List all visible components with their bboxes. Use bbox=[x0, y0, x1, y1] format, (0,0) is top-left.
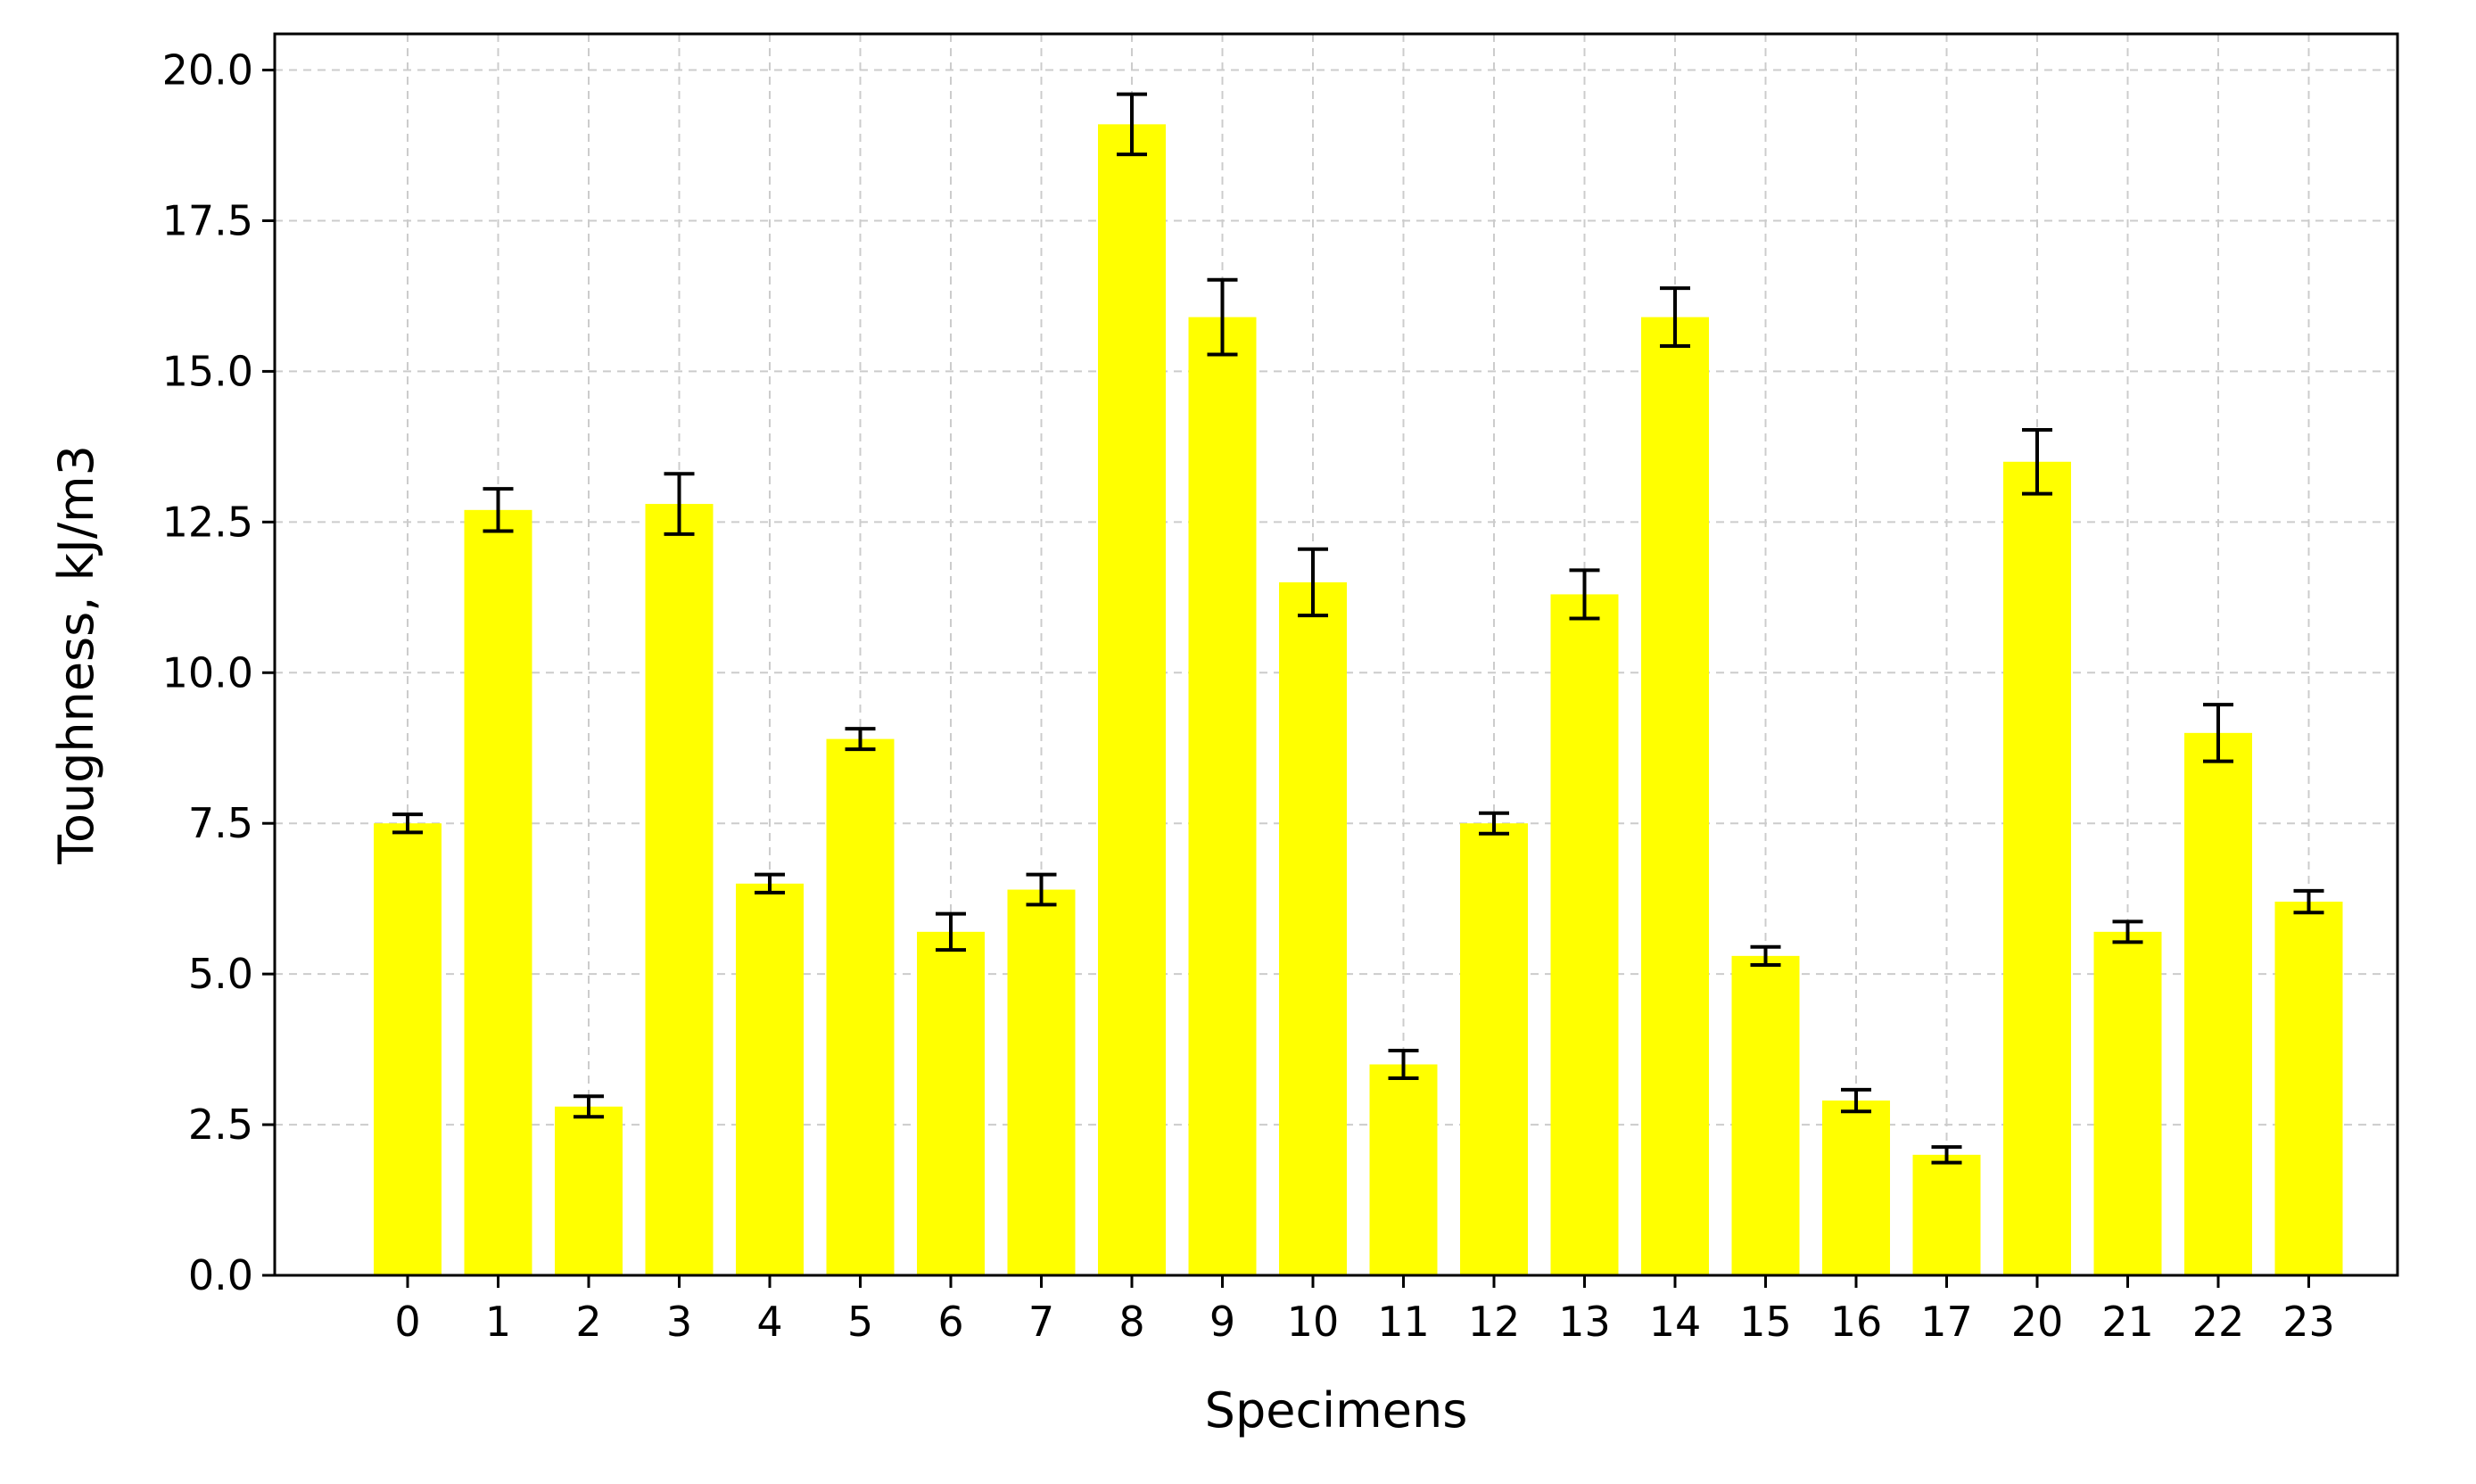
x-axis-title: Specimens bbox=[1205, 1382, 1468, 1439]
y-axis-title: Toughness, kJ/m3 bbox=[48, 445, 104, 865]
x-tick-label: 20 bbox=[2011, 1298, 2064, 1346]
x-tick-label: 0 bbox=[394, 1298, 420, 1346]
x-tick-label: 21 bbox=[2101, 1298, 2154, 1346]
x-tick-label: 14 bbox=[1649, 1298, 1702, 1346]
x-tick-label: 5 bbox=[847, 1298, 873, 1346]
x-tick-label: 16 bbox=[1830, 1298, 1883, 1346]
x-tick-label: 12 bbox=[1468, 1298, 1521, 1346]
bar bbox=[736, 883, 804, 1275]
bar bbox=[826, 738, 895, 1275]
y-tick-label: 12.5 bbox=[162, 498, 253, 546]
bar bbox=[464, 509, 532, 1275]
x-tick-label: 15 bbox=[1739, 1298, 1792, 1346]
x-tick-label: 23 bbox=[2282, 1298, 2335, 1346]
bar bbox=[1641, 317, 1709, 1275]
bar bbox=[1369, 1064, 1438, 1275]
bar bbox=[1098, 124, 1166, 1275]
x-tick-label: 3 bbox=[666, 1298, 692, 1346]
x-tick-label: 6 bbox=[937, 1298, 963, 1346]
y-tick-label: 15.0 bbox=[162, 347, 253, 395]
x-tick-label: 1 bbox=[485, 1298, 511, 1346]
bar bbox=[1550, 594, 1619, 1275]
x-tick-label: 7 bbox=[1028, 1298, 1054, 1346]
x-tick-label: 9 bbox=[1209, 1298, 1235, 1346]
y-tick-label: 17.5 bbox=[162, 196, 253, 244]
error-bars bbox=[392, 92, 2324, 1165]
y-tick-label: 10.0 bbox=[162, 648, 253, 697]
bar bbox=[2274, 902, 2343, 1275]
y-tick-label: 5.0 bbox=[188, 950, 253, 998]
bar bbox=[917, 931, 985, 1275]
x-tick-label: 17 bbox=[1920, 1298, 1973, 1346]
plot-frame bbox=[273, 32, 2399, 1277]
bar bbox=[645, 504, 714, 1275]
bar bbox=[1822, 1101, 1890, 1275]
x-tick-label: 22 bbox=[2192, 1298, 2245, 1346]
bar bbox=[1007, 889, 1076, 1275]
bar bbox=[1188, 317, 1257, 1275]
bar bbox=[2184, 732, 2252, 1275]
y-tick-label: 7.5 bbox=[188, 799, 253, 847]
bar bbox=[374, 823, 442, 1275]
x-tick-label: 4 bbox=[756, 1298, 782, 1346]
x-tick-label: 11 bbox=[1377, 1298, 1430, 1346]
bar bbox=[555, 1106, 623, 1275]
bar bbox=[2093, 931, 2162, 1275]
y-tick-label: 2.5 bbox=[188, 1101, 253, 1149]
bar bbox=[1460, 823, 1528, 1275]
bars bbox=[374, 124, 2343, 1275]
bar bbox=[2003, 461, 2071, 1275]
x-tick-label: 13 bbox=[1558, 1298, 1611, 1346]
bar bbox=[1912, 1154, 1981, 1275]
y-tick-label: 20.0 bbox=[162, 46, 253, 95]
x-tick-label: 2 bbox=[575, 1298, 601, 1346]
y-tick-label: 0.0 bbox=[188, 1251, 253, 1299]
bar bbox=[1731, 955, 1800, 1275]
bar bbox=[1279, 581, 1347, 1275]
x-tick-label: 8 bbox=[1118, 1298, 1144, 1346]
axis-ticks: 0.02.55.07.510.012.515.017.520.00 1 2 3 4 5 6 7… bbox=[162, 46, 2335, 1346]
x-tick-label: 10 bbox=[1287, 1298, 1340, 1346]
